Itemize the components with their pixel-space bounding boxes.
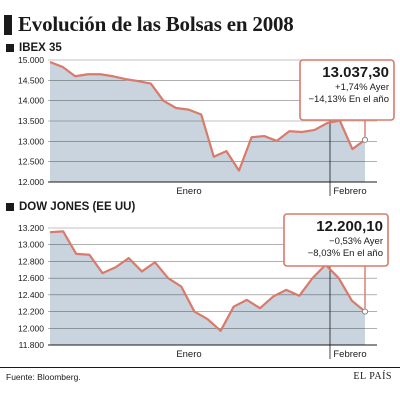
dow-tick-label: 12.800	[18, 256, 44, 266]
footer-rule	[0, 367, 400, 368]
ibex-tick-label: 15.000	[18, 55, 44, 65]
ibex-tick-label: 14.000	[18, 96, 44, 106]
footer-brand: EL PAÍS	[353, 371, 392, 382]
dow-tick-label: 13.000	[18, 240, 44, 250]
title-block: Evolución de las Bolsas en 2008	[4, 12, 294, 37]
page-title: Evolución de las Bolsas en 2008	[18, 12, 294, 36]
ibex-tick-label: 12.000	[18, 177, 44, 187]
ibex-tick-label: 13.500	[18, 116, 44, 126]
dow-callout-change-day: −0,53% Ayer	[329, 236, 383, 247]
dow-callout-change-year: −8,03% En el año	[308, 248, 383, 259]
ibex-square-icon	[6, 44, 14, 52]
ibex-month-label: Febrero	[333, 186, 366, 197]
ibex-month-label: Enero	[176, 186, 201, 197]
dow-tick-label: 12.400	[18, 290, 44, 300]
dow-last-point-marker	[361, 308, 369, 315]
ibex-section-head: IBEX 35	[6, 42, 62, 54]
ibex-callout-change-day: +1,74% Ayer	[335, 82, 389, 93]
dow-callout-box	[283, 213, 389, 267]
dow-callout-value: 12.200,10	[316, 218, 383, 235]
dow-square-icon	[6, 203, 14, 211]
ibex-last-point-marker	[361, 136, 369, 143]
dow-tick-label: 12.200	[18, 307, 44, 317]
ibex-callout-box	[299, 59, 395, 121]
dow-tick-label: 12.000	[18, 323, 44, 333]
footer-source: Fuente: Bloomberg.	[6, 372, 81, 382]
dow-tick-label: 13.200	[18, 223, 44, 233]
dow-tick-label: 11.800	[19, 340, 45, 350]
ibex-callout-change-year: −14,13% En el año	[308, 94, 389, 105]
dow-section-head: DOW JONES (EE UU)	[6, 201, 135, 213]
ibex-tick-label: 13.000	[18, 136, 44, 146]
ibex-chart-title: IBEX 35	[19, 42, 62, 54]
ibex-tick-label: 12.500	[18, 157, 44, 167]
dow-month-label: Enero	[176, 349, 201, 360]
ibex-tick-label: 14.500	[18, 75, 44, 85]
title-marker	[4, 14, 12, 35]
dow-area	[50, 231, 365, 345]
dow-month-label: Febrero	[333, 349, 366, 360]
ibex-callout-value: 13.037,30	[322, 64, 389, 81]
dow-tick-label: 12.600	[18, 273, 44, 283]
dow-chart-title: DOW JONES (EE UU)	[19, 201, 136, 213]
ibex-area	[50, 62, 365, 182]
ibex-series-line	[49, 61, 366, 172]
